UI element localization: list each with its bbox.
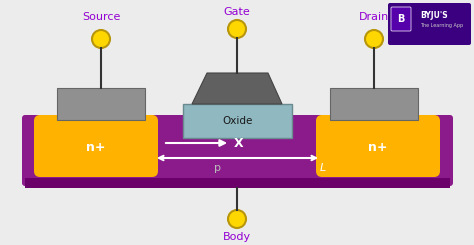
Circle shape (92, 30, 110, 48)
Bar (183, 104, 292, 138)
Circle shape (228, 210, 246, 228)
FancyBboxPatch shape (34, 115, 158, 177)
Polygon shape (192, 73, 282, 104)
FancyBboxPatch shape (316, 115, 440, 177)
Text: Gate: Gate (224, 7, 250, 17)
Circle shape (228, 20, 246, 38)
Text: Oxide: Oxide (222, 116, 253, 126)
Text: Source: Source (82, 12, 120, 22)
Bar (25, 178, 450, 188)
Text: X: X (234, 136, 244, 149)
FancyBboxPatch shape (391, 7, 411, 31)
Text: n+: n+ (368, 140, 388, 154)
Circle shape (365, 30, 383, 48)
Text: L: L (320, 163, 326, 173)
Text: The Learning App: The Learning App (420, 23, 463, 27)
FancyBboxPatch shape (388, 3, 471, 45)
Text: BYJU'S: BYJU'S (420, 11, 447, 20)
Text: B: B (397, 14, 405, 24)
Text: n+: n+ (86, 140, 106, 154)
FancyBboxPatch shape (22, 115, 453, 186)
Text: Body: Body (223, 232, 251, 242)
Bar (330, 88, 418, 120)
Text: Drain: Drain (359, 12, 389, 22)
Bar (57, 88, 145, 120)
Text: p: p (215, 163, 221, 173)
